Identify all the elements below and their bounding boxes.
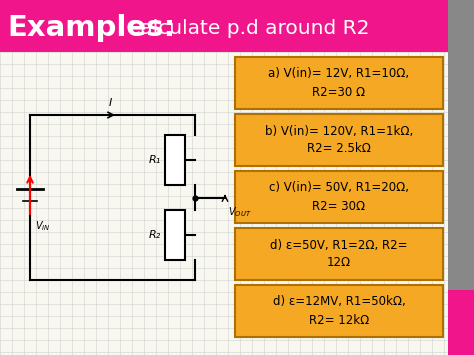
Text: d) ε=12MV, R1=50kΩ,
R2= 12kΩ: d) ε=12MV, R1=50kΩ, R2= 12kΩ xyxy=(273,295,405,327)
FancyBboxPatch shape xyxy=(165,135,185,185)
Text: c) V(in)= 50V, R1=20Ω,
R2= 30Ω: c) V(in)= 50V, R1=20Ω, R2= 30Ω xyxy=(269,181,409,213)
Text: Examples:: Examples: xyxy=(7,14,175,42)
Text: a) V(in)= 12V, R1=10Ω,
R2=30 Ω: a) V(in)= 12V, R1=10Ω, R2=30 Ω xyxy=(268,67,410,98)
FancyBboxPatch shape xyxy=(235,228,443,280)
FancyBboxPatch shape xyxy=(448,290,474,355)
Text: $V_{OUT}$: $V_{OUT}$ xyxy=(228,206,252,219)
FancyBboxPatch shape xyxy=(448,0,474,355)
FancyBboxPatch shape xyxy=(235,57,443,109)
FancyBboxPatch shape xyxy=(165,210,185,260)
Text: R₁: R₁ xyxy=(149,155,161,165)
FancyBboxPatch shape xyxy=(0,0,474,52)
FancyBboxPatch shape xyxy=(235,114,443,166)
Text: I: I xyxy=(109,98,111,108)
Text: $V_{IN}$: $V_{IN}$ xyxy=(35,219,51,233)
Text: Calculate p.d around R2: Calculate p.d around R2 xyxy=(120,18,370,38)
FancyBboxPatch shape xyxy=(0,52,448,355)
Text: d) ε=50V, R1=2Ω, R2=
12Ω: d) ε=50V, R1=2Ω, R2= 12Ω xyxy=(270,239,408,269)
FancyBboxPatch shape xyxy=(235,171,443,223)
Text: b) V(in)= 120V, R1=1kΩ,
R2= 2.5kΩ: b) V(in)= 120V, R1=1kΩ, R2= 2.5kΩ xyxy=(265,125,413,155)
Text: R₂: R₂ xyxy=(149,230,161,240)
FancyBboxPatch shape xyxy=(235,285,443,337)
